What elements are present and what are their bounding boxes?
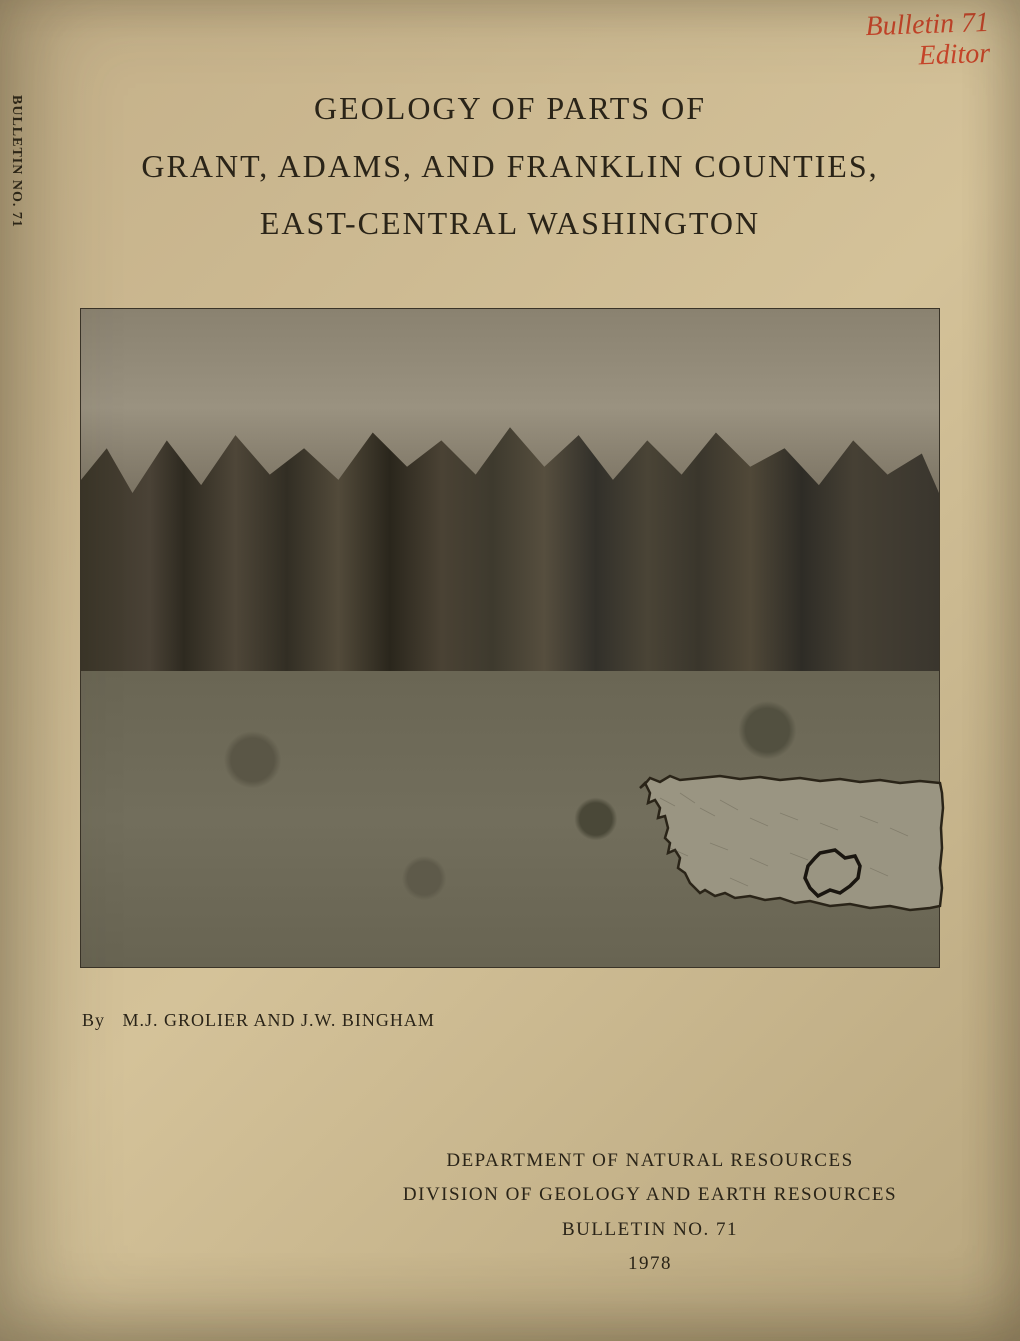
spine-label: BULLETIN NO. 71 bbox=[8, 95, 24, 228]
bulletin-number: BULLETIN NO. 71 bbox=[280, 1213, 1020, 1247]
handwritten-annotation: Bulletin 71 Editor bbox=[865, 8, 991, 74]
author-names: M.J. GROLIER AND J.W. BINGHAM bbox=[123, 1010, 435, 1030]
basalt-cliffs-silhouette bbox=[81, 427, 939, 690]
state-boundary-path bbox=[640, 776, 943, 910]
author-byline: By M.J. GROLIER AND J.W. BINGHAM bbox=[82, 1010, 435, 1031]
division-name: DIVISION OF GEOLOGY AND EARTH RESOURCES bbox=[280, 1178, 1020, 1212]
title-line-1: GEOLOGY OF PARTS OF bbox=[60, 80, 960, 138]
title-line-2: GRANT, ADAMS, AND FRANKLIN COUNTIES, bbox=[60, 138, 960, 196]
washington-state-map-inset bbox=[620, 758, 960, 998]
handwritten-line-2: Editor bbox=[866, 39, 991, 74]
washington-outline-svg bbox=[620, 758, 960, 998]
cover-photo-container bbox=[80, 308, 940, 968]
byline-prefix: By bbox=[82, 1010, 105, 1030]
title-line-3: EAST-CENTRAL WASHINGTON bbox=[60, 195, 960, 253]
document-cover-page: BULLETIN NO. 71 Bulletin 71 Editor GEOLO… bbox=[0, 0, 1020, 1341]
publication-year: 1978 bbox=[280, 1247, 1020, 1281]
publisher-info-block: DEPARTMENT OF NATURAL RESOURCES DIVISION… bbox=[0, 1144, 1020, 1281]
department-name: DEPARTMENT OF NATURAL RESOURCES bbox=[280, 1144, 1020, 1178]
